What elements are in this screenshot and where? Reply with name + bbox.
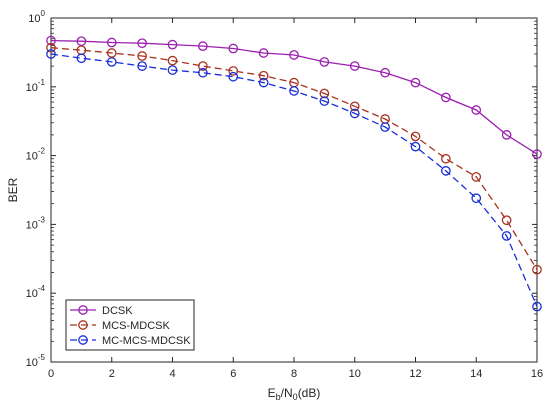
x-tick-label: 10: [349, 368, 361, 380]
x-tick-label: 14: [470, 368, 482, 380]
data-point: [441, 153, 451, 164]
x-tick-label: 12: [409, 368, 421, 380]
x-axis-label: Eb/N0(dB): [268, 386, 321, 402]
data-point: [349, 108, 360, 119]
data-point: [410, 141, 421, 152]
y-tick-label: 10-4: [26, 284, 46, 300]
series-layer: [46, 35, 542, 312]
legend-item: MCS-MDCSK: [70, 320, 170, 332]
y-axis-label: BER: [6, 177, 20, 202]
x-tick-label: 16: [531, 368, 543, 380]
series-line: [50, 39, 538, 155]
legend-marker: [78, 335, 88, 345]
data-point: [319, 96, 330, 106]
legend-marker: [78, 320, 88, 330]
data-point: [532, 264, 542, 275]
y-tick-label: 10-1: [26, 78, 46, 94]
data-point: [380, 122, 390, 132]
data-point: [106, 37, 117, 48]
legend-item: MC-MCS-MDCSK: [70, 335, 191, 347]
data-point: [380, 67, 390, 78]
legend-label: MCS-MDCSK: [102, 320, 170, 332]
legend-items: DCSK MCS-MDCSK MC-MCS-MDCSK: [70, 305, 191, 347]
data-point: [106, 57, 117, 67]
data-point: [501, 130, 512, 140]
data-point: [46, 35, 56, 46]
y-tick-labels: 100 10-1 10-2 10-3 10-4 10-5: [26, 9, 46, 369]
series-line: [50, 47, 538, 270]
data-point: [289, 50, 299, 60]
tick-marks: [50, 17, 538, 363]
data-point: [501, 231, 512, 241]
legend-marker: [78, 305, 88, 315]
data-point: [532, 149, 542, 159]
data-point: [198, 61, 208, 71]
data-point: [349, 101, 360, 112]
legend-item: DCSK: [70, 305, 133, 317]
data-point: [228, 66, 239, 76]
series-line: [50, 53, 538, 307]
data-point: [198, 41, 208, 51]
data-point: [441, 166, 451, 176]
x-tick-label: 0: [48, 368, 54, 380]
data-point: [46, 42, 56, 53]
data-point: [137, 61, 147, 71]
series-dcsk: [46, 35, 542, 159]
data-point: [410, 77, 421, 88]
data-point: [441, 92, 451, 103]
data-point: [471, 172, 482, 182]
data-point: [46, 49, 56, 59]
data-point: [258, 48, 269, 58]
series-mcs-mdcsk: [46, 42, 542, 275]
data-point: [137, 38, 147, 49]
data-point: [258, 70, 269, 81]
data-point: [501, 215, 512, 226]
x-tick-labels: 0 2 4 6 8 10 12 14 16: [48, 368, 543, 380]
x-tick-label: 4: [169, 368, 175, 380]
x-tick-label: 6: [230, 368, 236, 380]
legend: DCSK MCS-MDCSK MC-MCS-MDCSK: [65, 299, 195, 351]
data-point: [137, 51, 147, 61]
data-point: [319, 57, 330, 67]
x-tick-label: 2: [109, 368, 115, 380]
legend-label: DCSK: [102, 305, 133, 317]
data-point: [258, 77, 269, 88]
data-point: [198, 67, 208, 78]
data-point: [228, 71, 239, 82]
data-point: [167, 65, 178, 75]
y-tick-label: 10-5: [26, 353, 46, 369]
y-tick-label: 10-3: [26, 215, 46, 231]
data-point: [471, 105, 482, 115]
series-mc-mcs-mdcsk: [46, 49, 542, 312]
data-point: [167, 55, 178, 66]
x-tick-label: 8: [291, 368, 297, 380]
data-point: [349, 61, 360, 71]
data-point: [228, 43, 239, 54]
y-tick-label: 10-2: [26, 147, 46, 163]
y-tick-label: 100: [28, 9, 45, 25]
data-point: [289, 86, 299, 96]
data-point: [76, 53, 87, 64]
data-point: [319, 88, 330, 99]
legend-label: MC-MCS-MDCSK: [102, 335, 191, 347]
data-point: [532, 301, 542, 312]
data-point: [471, 193, 482, 204]
data-point: [167, 39, 178, 50]
data-point: [410, 131, 421, 142]
